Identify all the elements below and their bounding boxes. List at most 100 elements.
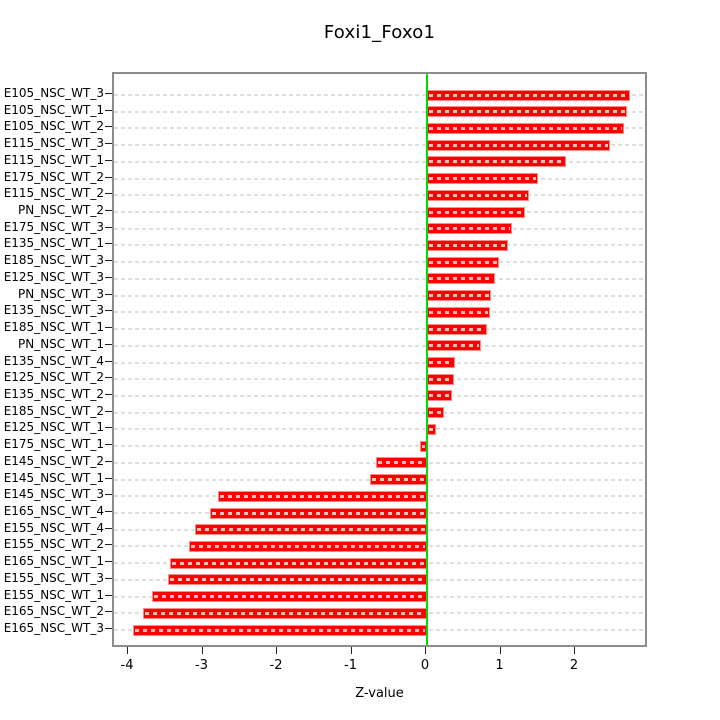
bar [427, 189, 530, 201]
bar [427, 89, 631, 101]
gridline [114, 211, 645, 214]
bar-center-dashes [429, 227, 510, 231]
gridline [114, 311, 645, 314]
y-axis-label: E165_NSC_WT_3 [3, 621, 104, 636]
gridline [114, 428, 645, 431]
x-axis-title: Z-value [355, 686, 404, 701]
x-axis-tick-label: 0 [420, 658, 430, 673]
y-axis-label: E125_NSC_WT_1 [3, 420, 104, 435]
y-axis-label: E135_NSC_WT_2 [3, 386, 104, 401]
y-axis-label: E175_NSC_WT_3 [3, 219, 104, 234]
bar [370, 474, 427, 486]
bar [210, 507, 427, 519]
y-axis-label: PN_NSC_WT_2 [17, 203, 104, 218]
x-axis-tick [276, 647, 277, 654]
bar-center-dashes [429, 243, 507, 247]
gridline [114, 445, 645, 448]
bar [427, 139, 610, 151]
x-axis-tick [350, 647, 352, 654]
y-axis-label: E155_NSC_WT_1 [3, 587, 104, 602]
y-axis-tick [105, 159, 112, 161]
bar-center-dashes [429, 160, 565, 164]
bar [427, 256, 499, 268]
y-axis-label: E125_NSC_WT_2 [3, 370, 104, 385]
gridline [114, 344, 645, 347]
bar-center-dashes [421, 444, 425, 448]
y-axis-tick [105, 109, 112, 111]
y-axis-label: PN_NSC_WT_3 [17, 286, 104, 301]
y-axis-label: E135_NSC_WT_3 [3, 303, 104, 318]
y-axis-label: E175_NSC_WT_2 [3, 169, 104, 184]
gridline [114, 177, 645, 180]
y-axis-tick [105, 126, 112, 128]
y-axis-tick [105, 628, 112, 630]
x-axis-tick-label: -2 [269, 658, 283, 673]
bar [427, 373, 454, 385]
y-axis-label: E105_NSC_WT_1 [3, 102, 104, 117]
gridline [114, 110, 645, 113]
gridline [114, 261, 645, 264]
bar-center-dashes [134, 628, 425, 632]
bar [169, 557, 427, 569]
y-axis-tick [105, 260, 112, 262]
bar [427, 106, 627, 118]
y-axis-label: E185_NSC_WT_2 [3, 403, 104, 418]
bar-center-dashes [429, 277, 493, 281]
bar-center-dashes [429, 427, 434, 431]
zero-reference-line [426, 74, 428, 645]
bar [143, 607, 427, 619]
gridline [114, 378, 645, 381]
bar-center-dashes [429, 110, 625, 114]
y-axis-label: E165_NSC_WT_4 [3, 504, 104, 518]
y-axis-tick [105, 210, 112, 212]
y-axis-tick [105, 561, 112, 563]
bar-center-dashes [429, 210, 523, 214]
bar [132, 624, 427, 636]
bar-center-dashes [372, 478, 425, 482]
x-axis-tick [201, 647, 203, 654]
y-axis-label: E185_NSC_WT_1 [3, 320, 104, 335]
gridline [114, 411, 645, 414]
bar [427, 306, 491, 318]
x-axis-tick-label: -3 [195, 658, 208, 673]
y-axis-tick [105, 494, 112, 496]
x-axis-tick [127, 647, 128, 654]
bar-center-dashes [429, 260, 497, 264]
bar [167, 574, 427, 586]
bar [427, 173, 538, 185]
y-axis-label: E135_NSC_WT_4 [3, 353, 104, 368]
y-axis-label: E115_NSC_WT_1 [3, 152, 104, 167]
bar [376, 457, 427, 469]
bar [427, 407, 445, 419]
y-axis-label: E165_NSC_WT_1 [3, 554, 104, 569]
bar-center-dashes [171, 561, 425, 565]
y-axis-tick [105, 176, 112, 178]
chart-title: Foxi1_Foxo1 [323, 22, 436, 43]
y-axis-label: E185_NSC_WT_3 [3, 253, 104, 268]
bar-center-dashes [429, 193, 528, 197]
y-axis-tick [105, 193, 112, 195]
gridline [114, 328, 645, 331]
y-axis-label: E145_NSC_WT_2 [3, 453, 104, 468]
bar [427, 323, 488, 335]
y-axis-tick [105, 393, 112, 395]
bar [194, 524, 427, 536]
y-axis-tick [105, 343, 112, 345]
bar [427, 357, 455, 369]
y-axis-label: E165_NSC_WT_2 [3, 604, 104, 619]
bar-center-dashes [219, 494, 425, 498]
y-axis-tick [105, 377, 112, 379]
bar-center-dashes [190, 544, 425, 548]
bar-center-dashes [212, 511, 425, 515]
y-axis-label: E105_NSC_WT_2 [3, 119, 104, 134]
bar-center-dashes [429, 294, 490, 298]
y-axis-label: E125_NSC_WT_3 [3, 269, 104, 284]
y-axis-tick [105, 360, 112, 362]
y-axis-tick [105, 477, 112, 479]
y-axis-label: E155_NSC_WT_2 [3, 537, 104, 552]
x-axis-tick-label: 1 [495, 658, 504, 673]
bar-center-dashes [196, 528, 425, 532]
y-axis-label: E115_NSC_WT_3 [3, 136, 104, 151]
bar [427, 223, 512, 235]
